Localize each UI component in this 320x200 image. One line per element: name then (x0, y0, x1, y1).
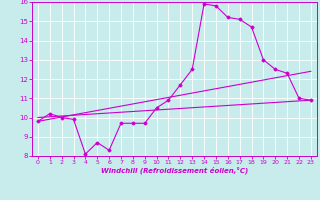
X-axis label: Windchill (Refroidissement éolien,°C): Windchill (Refroidissement éolien,°C) (101, 167, 248, 174)
